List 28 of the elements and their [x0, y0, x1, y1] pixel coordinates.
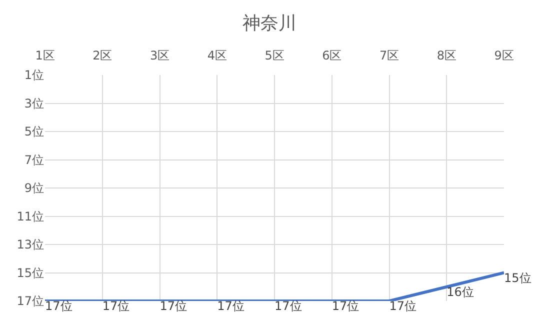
data-label: 17位 [45, 299, 72, 313]
x-tick-label: 8区 [436, 48, 456, 63]
x-tick-label: 9区 [494, 48, 514, 63]
chart-title: 神奈川 [242, 12, 296, 34]
y-tick-label: 7位 [24, 152, 44, 167]
y-tick-label: 9位 [24, 181, 44, 196]
y-tick-label: 13位 [16, 238, 44, 252]
x-tick-label: 3区 [150, 48, 170, 63]
data-label: 17位 [274, 299, 302, 313]
y-tick-label: 17位 [16, 294, 44, 308]
x-tick-label: 7区 [379, 48, 400, 63]
x-tick-label: 5区 [264, 48, 284, 63]
y-tick-label: 5位 [24, 124, 44, 139]
data-label: 17位 [389, 299, 417, 313]
data-label: 15位 [504, 270, 532, 285]
y-tick-label: 15位 [16, 266, 44, 280]
x-tick-label: 1区 [35, 48, 55, 63]
x-tick-label: 2区 [92, 48, 112, 63]
data-label: 17位 [217, 299, 244, 313]
y-tick-label: 1位 [24, 68, 44, 82]
data-label: 17位 [160, 299, 188, 313]
data-label: 16位 [446, 284, 474, 299]
y-tick-label: 11位 [16, 209, 44, 224]
data-label: 17位 [102, 299, 130, 313]
x-tick-label: 4区 [207, 48, 227, 63]
x-tick-label: 6区 [322, 48, 342, 63]
y-tick-label: 3位 [24, 96, 44, 110]
data-label: 17位 [332, 299, 360, 313]
